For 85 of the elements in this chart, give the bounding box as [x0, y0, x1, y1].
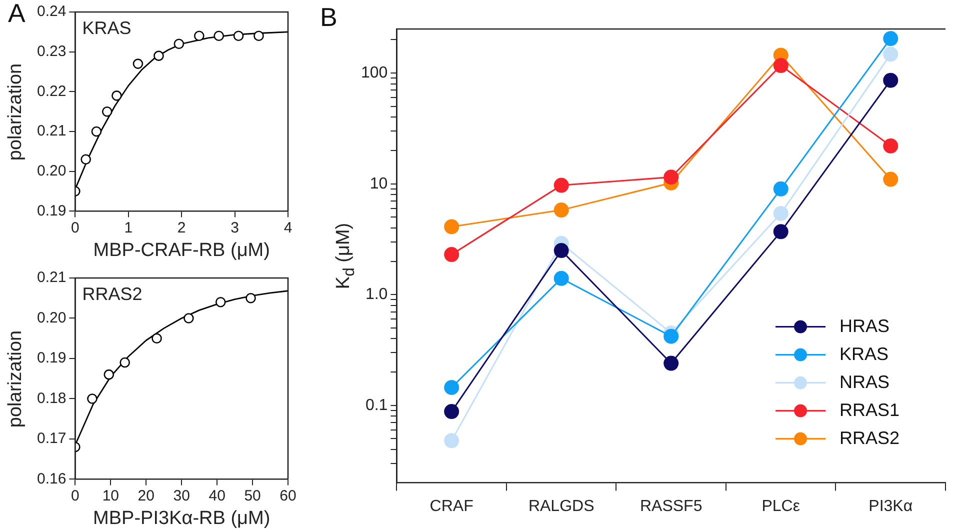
- point: [554, 270, 569, 286]
- y-tick-label: 0.21: [36, 269, 66, 286]
- point: [154, 50, 164, 61]
- x-tick-label: 3: [230, 219, 239, 236]
- x-tick-label: 60: [280, 487, 296, 504]
- y-tick-label: 0.21: [36, 122, 66, 140]
- legend-label: RRAS1: [840, 400, 900, 420]
- point: [664, 170, 679, 185]
- y-tick-label: 0.18: [36, 390, 66, 407]
- x-tick-label: RALGDS: [528, 498, 594, 515]
- y-tick-label: 0.20: [36, 162, 66, 180]
- x-tick-label: 4: [284, 219, 292, 236]
- y-tick-label: 0.17: [36, 430, 66, 448]
- x-tick-label: 50: [244, 487, 261, 504]
- point: [773, 58, 788, 74]
- y-tick-label: 0.19: [36, 202, 66, 220]
- point: [883, 172, 898, 187]
- point: [554, 178, 569, 193]
- point: [194, 30, 204, 42]
- x-axis-title: MBP-PI3Kα-RB (μM): [93, 508, 270, 529]
- point: [664, 356, 679, 371]
- point: [104, 369, 114, 380]
- point: [444, 404, 460, 420]
- point: [132, 58, 144, 69]
- y-tick-label: 0.16: [36, 470, 66, 488]
- legend-label: NRAS: [840, 372, 890, 392]
- legend-label: HRAS: [840, 316, 890, 336]
- point: [773, 224, 788, 240]
- x-tick-label: 20: [138, 487, 154, 504]
- point: [184, 313, 194, 324]
- y-tick-label: 1.0: [365, 286, 388, 304]
- y-tick-label: 0.22: [36, 82, 66, 100]
- x-tick-label: 0: [71, 487, 80, 504]
- point: [174, 38, 184, 50]
- point: [444, 433, 460, 448]
- y-tick-label: 0.23: [36, 42, 66, 60]
- point: [554, 202, 569, 218]
- point: [214, 30, 224, 42]
- x-tick-label: 2: [177, 219, 186, 236]
- y-tick-label: 0.20: [36, 309, 66, 326]
- series-label: RRAS2: [82, 284, 142, 304]
- point: [246, 292, 256, 304]
- point: [233, 30, 244, 42]
- point: [883, 138, 898, 154]
- y-tick-label: 100: [360, 64, 388, 82]
- point: [444, 247, 460, 262]
- point: [883, 46, 898, 62]
- text: B: [320, 2, 338, 33]
- point: [254, 30, 264, 42]
- y-tick-label: 10: [370, 175, 388, 192]
- x-tick-label: 0: [71, 219, 80, 236]
- x-axis-title: MBP-CRAF-RB (μM): [93, 240, 270, 261]
- point: [152, 333, 162, 344]
- point: [773, 181, 788, 196]
- x-tick-label: PLCε: [762, 498, 800, 515]
- series-label: KRAS: [82, 18, 132, 38]
- point: [883, 72, 898, 88]
- point: [91, 126, 102, 137]
- y-tick-label: 0.24: [36, 3, 66, 20]
- point: [120, 357, 130, 368]
- point: [664, 328, 679, 344]
- x-tick-label: RASSF5: [640, 498, 702, 515]
- x-tick-label: 10: [102, 487, 120, 504]
- text: A: [8, 0, 26, 29]
- point: [883, 31, 898, 46]
- point: [773, 206, 788, 221]
- legend-label: KRAS: [840, 344, 889, 364]
- point: [102, 106, 112, 117]
- x-tick-label: PI3Kα: [868, 498, 913, 515]
- x-tick-label: CRAF: [430, 498, 474, 515]
- y-axis-title: polarization: [5, 63, 27, 160]
- point: [444, 380, 460, 396]
- point: [112, 90, 122, 101]
- x-tick-label: 40: [208, 487, 226, 504]
- legend-label: RRAS2: [840, 428, 900, 448]
- point: [80, 154, 91, 165]
- point: [215, 296, 226, 308]
- y-tick-label: 0.19: [36, 350, 66, 367]
- y-tick-label: 0.1: [365, 396, 388, 414]
- x-tick-label: 1: [124, 219, 133, 236]
- point: [87, 394, 98, 404]
- point: [444, 219, 460, 234]
- point: [554, 243, 569, 258]
- y-axis-title: polarization: [5, 330, 27, 428]
- x-tick-label: 30: [173, 487, 190, 504]
